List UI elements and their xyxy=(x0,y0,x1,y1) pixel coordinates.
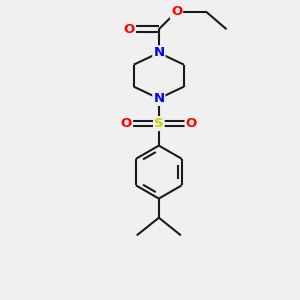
Text: N: N xyxy=(153,92,164,105)
Text: O: O xyxy=(171,5,182,18)
Text: O: O xyxy=(186,117,197,130)
Text: O: O xyxy=(121,117,132,130)
Text: O: O xyxy=(124,23,135,36)
Text: N: N xyxy=(153,46,164,59)
Text: S: S xyxy=(154,117,164,130)
